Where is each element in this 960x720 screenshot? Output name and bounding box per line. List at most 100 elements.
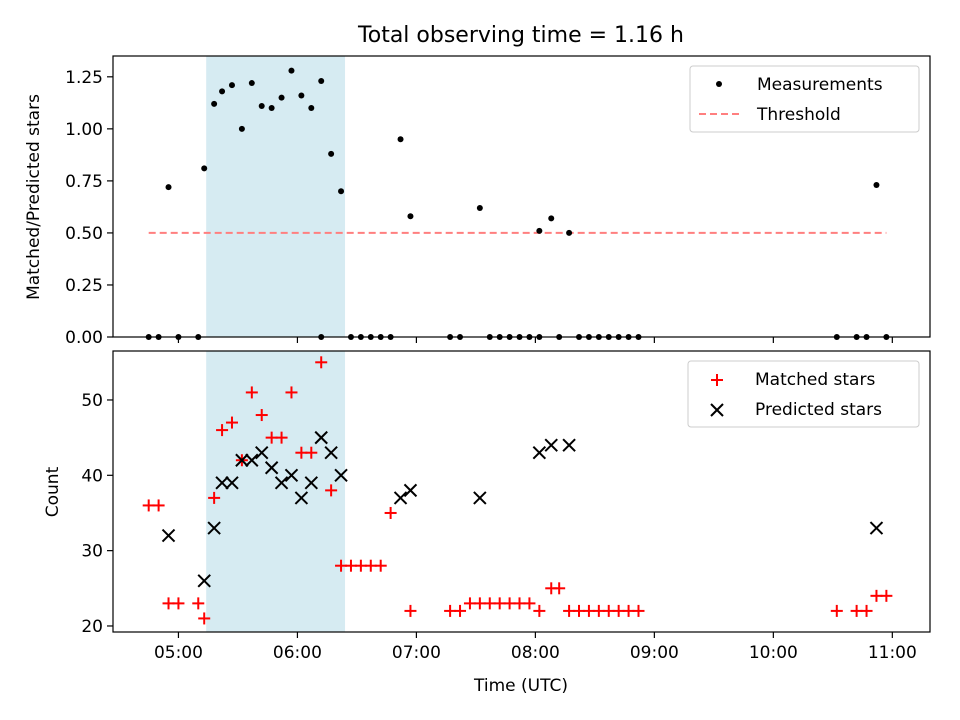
- measurement-point: [201, 165, 208, 172]
- matched-star-point: [198, 612, 211, 625]
- x-tick-label: 05:00: [154, 643, 203, 663]
- bottom-y-tick-label: 20: [81, 617, 103, 637]
- top-y-axis-label: Matched/Predicted stars: [24, 94, 44, 300]
- x-tick-label: 11:00: [868, 643, 917, 663]
- top-y-tick-label: 0.00: [65, 328, 103, 348]
- measurement-point: [397, 136, 404, 143]
- measurement-point: [165, 184, 172, 191]
- top-legend: Measurements Threshold: [689, 65, 920, 133]
- figure-title: Total observing time = 1.16 h: [357, 23, 684, 48]
- bottom-x-ticks: 05:00 06:00 07:00 08:00 09:00 10:00 11:00: [154, 632, 917, 663]
- matched-star-point: [454, 604, 467, 617]
- bottom-panel: 20 30 40 50 05:00 06:00 07:00 08:00 09:00 10:00 1…: [43, 350, 931, 696]
- matched-star-point: [384, 506, 397, 519]
- matched-star-point: [285, 386, 298, 399]
- matched-star-point: [255, 409, 268, 422]
- matched-star-point: [533, 604, 546, 617]
- top-x-ticks: [177, 337, 893, 343]
- predicted-star-point: [334, 468, 348, 483]
- matched-star-point: [208, 491, 221, 504]
- legend-predicted-marker: [710, 403, 724, 417]
- x-tick-label: 09:00: [630, 643, 679, 663]
- top-y-tick-label: 0.75: [65, 172, 103, 192]
- bottom-y-tick-label: 40: [81, 466, 103, 486]
- predicted-star-point: [264, 461, 279, 475]
- matched-star-point: [632, 604, 645, 617]
- measurement-point: [228, 82, 235, 89]
- matched-star-point: [830, 604, 843, 617]
- predicted-star-point: [532, 445, 547, 460]
- matched-star-point: [152, 499, 165, 512]
- predicted-star-point: [235, 453, 249, 467]
- predicted-star-point: [197, 574, 211, 588]
- x-axis-label: Time (UTC): [473, 676, 568, 696]
- bottom-shaded-region: [206, 351, 346, 632]
- top-y-tick-label: 1.25: [65, 68, 103, 88]
- bottom-y-axis-label: Count: [43, 466, 63, 517]
- predicted-star-point: [225, 476, 239, 490]
- measurement-point: [338, 188, 345, 195]
- matched-star-point: [275, 431, 288, 444]
- predicted-star-point: [869, 521, 884, 535]
- top-panel: 0.00 0.25 0.50 0.75 1.00 1.25 Matched/Predict…: [24, 55, 931, 348]
- matched-star-point: [880, 589, 893, 602]
- top-legend-box: [689, 65, 920, 133]
- predicted-star-point: [304, 476, 319, 490]
- predicted-star-point: [473, 491, 487, 505]
- measurement-point: [328, 150, 335, 157]
- matched-star-point: [404, 604, 417, 617]
- legend-matched-label: Matched stars: [755, 370, 875, 390]
- measurement-point: [536, 227, 543, 234]
- matched-star-point: [245, 386, 258, 399]
- measurement-point: [248, 80, 255, 87]
- measurement-point: [278, 94, 285, 101]
- bottom-y-ticks: 20 30 40 50: [81, 391, 113, 637]
- legend-measurements-marker: [716, 81, 722, 87]
- predicted-star-point: [274, 476, 289, 490]
- predicted-star-point: [393, 491, 408, 505]
- predicted-star-point: [255, 445, 269, 460]
- measurement-point: [298, 92, 305, 99]
- top-y-tick-label: 0.50: [65, 224, 103, 244]
- measurement-point: [548, 215, 555, 222]
- x-tick-label: 07:00: [392, 643, 441, 663]
- matched-star-point: [374, 559, 387, 572]
- predicted-star-point: [403, 483, 418, 498]
- predicted-star-point: [324, 445, 338, 460]
- x-tick-label: 10:00: [749, 643, 798, 663]
- legend-predicted-label: Predicted stars: [755, 400, 882, 420]
- matched-star-point: [315, 356, 328, 369]
- top-y-tick-label: 1.00: [65, 120, 103, 140]
- top-y-ticks: 0.00 0.25 0.50 0.75 1.00 1.25: [65, 68, 113, 348]
- top-axes-frame: [112, 55, 931, 338]
- x-tick-label: 06:00: [273, 643, 322, 663]
- measurement-point: [258, 102, 265, 109]
- legend-matched-marker: [711, 374, 723, 386]
- measurement-point: [288, 67, 295, 74]
- top-y-tick-label: 0.25: [65, 276, 103, 296]
- matched-star-point: [325, 484, 338, 497]
- measurement-point: [566, 229, 573, 236]
- predicted-star-point: [215, 476, 229, 490]
- matched-star-point: [216, 424, 229, 437]
- measurement-point: [211, 100, 218, 107]
- bottom-legend: Matched stars Predicted stars: [687, 360, 920, 428]
- predicted-star-point: [245, 453, 259, 467]
- x-tick-label: 08:00: [511, 643, 560, 663]
- matched-star-point: [172, 597, 185, 610]
- measurement-point: [219, 88, 226, 95]
- measurement-point: [238, 125, 245, 132]
- measurement-point: [268, 105, 275, 112]
- predicted-star-point: [294, 491, 309, 505]
- measurement-point: [308, 105, 315, 112]
- matched-star-point: [860, 604, 873, 617]
- predicted-star-point: [161, 528, 176, 543]
- measurement-point: [318, 77, 325, 84]
- bottom-legend-box: [687, 360, 920, 428]
- bottom-y-tick-label: 30: [81, 542, 103, 562]
- matched-star-point: [305, 446, 318, 459]
- matched-star-point: [553, 582, 566, 595]
- predicted-star-point: [314, 430, 328, 445]
- predicted-star-point: [544, 438, 558, 452]
